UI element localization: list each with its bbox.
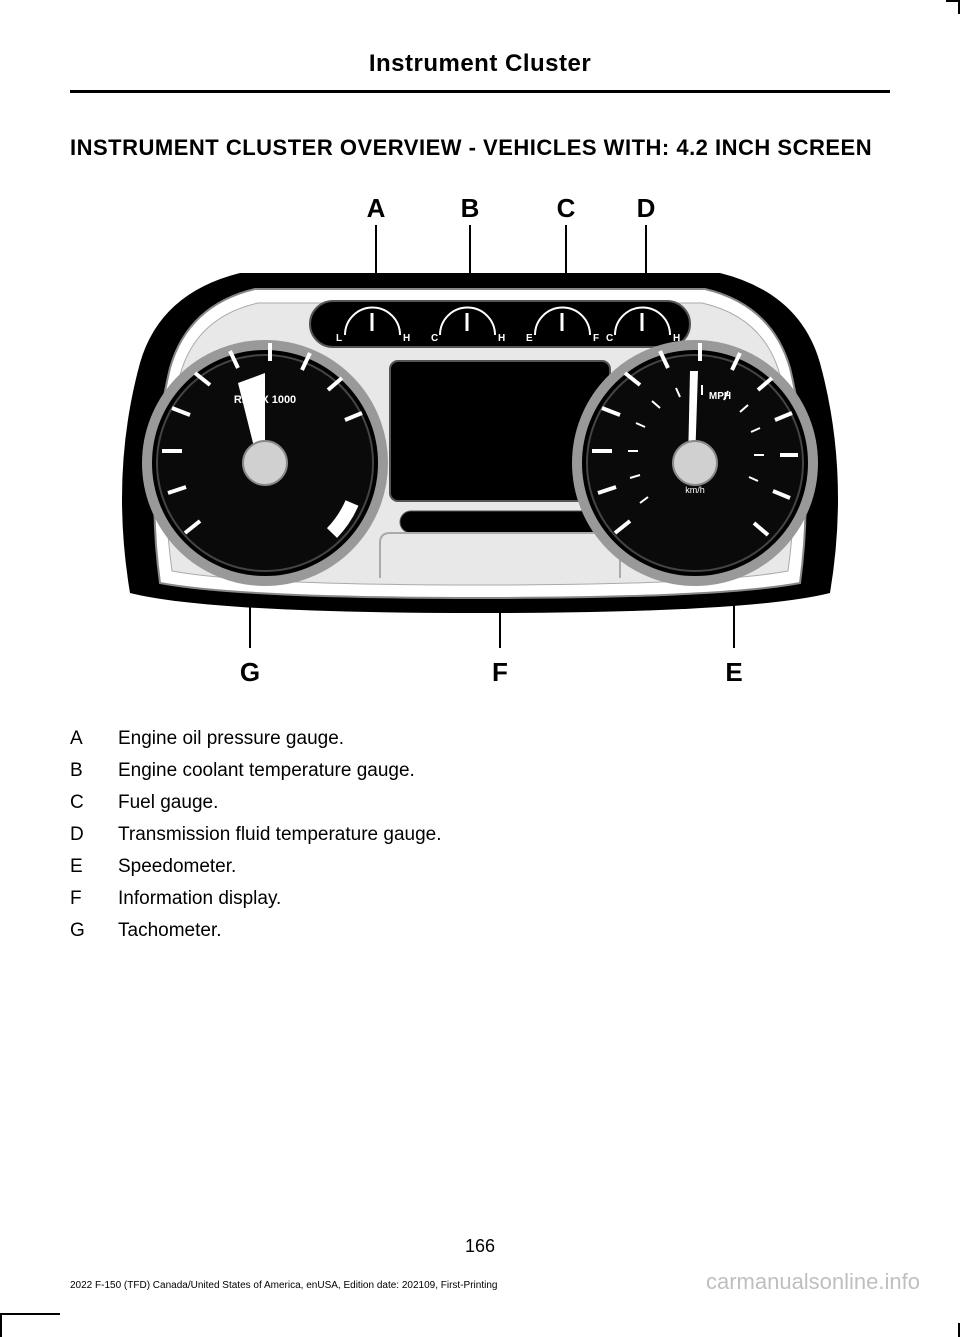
callout-b: B — [461, 193, 480, 224]
callout-f: F — [492, 657, 508, 688]
legend-text: Tachometer. — [118, 920, 222, 942]
legend-text: Speedometer. — [118, 856, 236, 878]
legend-text: Transmission fluid temperature gauge. — [118, 824, 442, 846]
legend-text: Fuel gauge. — [118, 792, 218, 814]
crop-mark — [0, 1313, 60, 1315]
header-rule — [70, 90, 890, 93]
legend-row: DTransmission fluid temperature gauge. — [70, 824, 890, 846]
instrument-cluster-diagram: A B C D — [100, 193, 860, 688]
legend-letter: E — [70, 856, 118, 878]
callout-d: D — [637, 193, 656, 224]
legend-text: Engine coolant temperature gauge. — [118, 760, 415, 782]
legend-text: Information display. — [118, 888, 281, 910]
legend-row: AEngine oil pressure gauge. — [70, 728, 890, 750]
svg-text:H: H — [403, 333, 410, 344]
crop-mark — [0, 1313, 2, 1337]
legend-letter: D — [70, 824, 118, 846]
footer-edition-info: 2022 F-150 (TFD) Canada/United States of… — [70, 1280, 497, 1291]
legend-text: Engine oil pressure gauge. — [118, 728, 344, 750]
legend-letter: F — [70, 888, 118, 910]
svg-text:F: F — [593, 333, 599, 344]
cluster-illustration: LH CH EF CH — [100, 193, 860, 683]
section-title: INSTRUMENT CLUSTER OVERVIEW - VEHICLES W… — [70, 133, 890, 163]
page-number: 166 — [0, 1236, 960, 1257]
page-header-title: Instrument Cluster — [70, 50, 890, 90]
callout-a: A — [367, 193, 386, 224]
legend-letter: C — [70, 792, 118, 814]
callout-e: E — [725, 657, 742, 688]
svg-text:H: H — [498, 333, 505, 344]
legend-row: FInformation display. — [70, 888, 890, 910]
legend-letter: A — [70, 728, 118, 750]
legend-row: GTachometer. — [70, 920, 890, 942]
svg-text:E: E — [526, 333, 533, 344]
legend-row: BEngine coolant temperature gauge. — [70, 760, 890, 782]
legend-row: ESpeedometer. — [70, 856, 890, 878]
legend-row: CFuel gauge. — [70, 792, 890, 814]
legend-letter: G — [70, 920, 118, 942]
callout-c: C — [557, 193, 576, 224]
svg-text:MPH: MPH — [709, 391, 731, 402]
svg-text:C: C — [606, 333, 613, 344]
legend-letter: B — [70, 760, 118, 782]
svg-text:km/h: km/h — [685, 485, 705, 495]
legend-list: AEngine oil pressure gauge. BEngine cool… — [70, 728, 890, 942]
svg-text:L: L — [336, 333, 342, 344]
callout-g: G — [240, 657, 260, 688]
svg-text:C: C — [431, 333, 438, 344]
watermark-text: carmanualsonline.info — [706, 1269, 920, 1295]
